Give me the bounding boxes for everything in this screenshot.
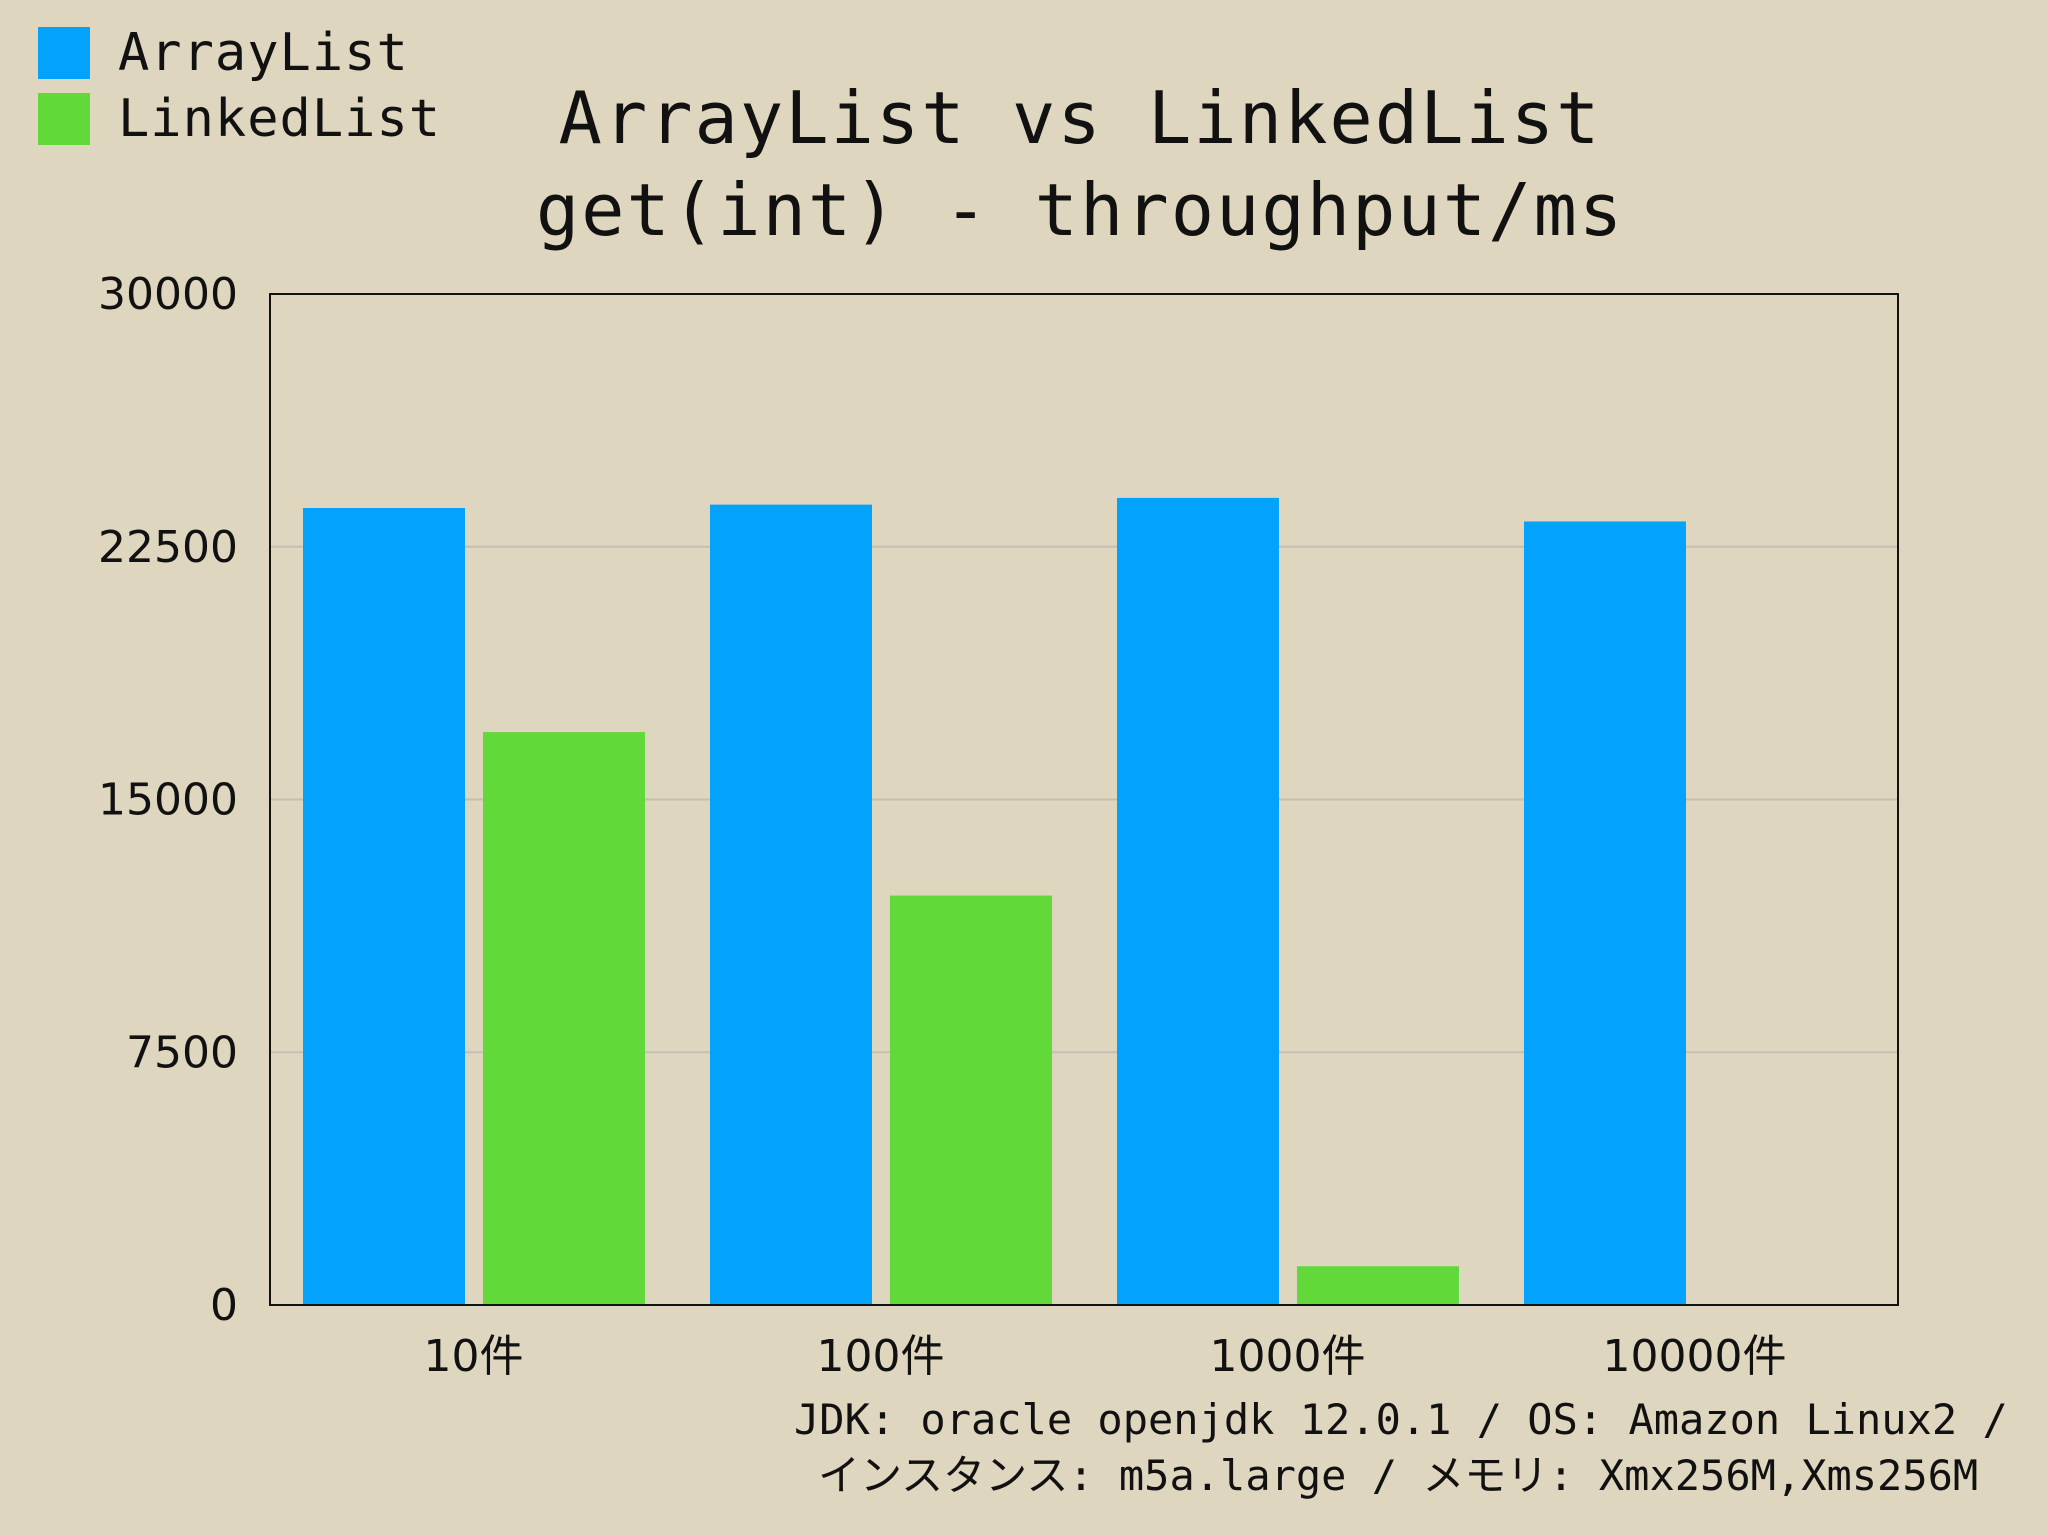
chart-title-line1: ArrayList vs LinkedList <box>558 76 1602 160</box>
bars <box>303 497 1686 1305</box>
legend-swatch-arraylist <box>38 27 90 79</box>
bar-arraylist-0 <box>303 507 465 1305</box>
x-axis-ticks: 10件 100件 1000件 10000件 <box>424 1331 1787 1382</box>
y-tick-label: 7500 <box>126 1027 238 1078</box>
y-tick-label: 30000 <box>98 269 238 320</box>
plot-frame <box>269 293 1899 1306</box>
x-tick-label: 1000件 <box>1210 1331 1366 1382</box>
legend: ArrayList LinkedList <box>38 20 441 152</box>
bar-linkedlist-0 <box>483 732 645 1305</box>
y-tick-label: 0 <box>210 1280 238 1331</box>
y-tick-label: 22500 <box>98 522 238 573</box>
legend-label-arraylist: ArrayList <box>118 23 409 83</box>
y-tick-label: 15000 <box>98 775 238 826</box>
bar-arraylist-2 <box>1117 497 1279 1305</box>
x-tick-label: 10000件 <box>1603 1331 1787 1382</box>
legend-item-arraylist: ArrayList <box>38 20 441 86</box>
bar-linkedlist-1 <box>890 895 1052 1305</box>
bar-linkedlist-2 <box>1297 1266 1459 1305</box>
chart-title-line2: get(int) - throughput/ms <box>535 168 1625 252</box>
bar-arraylist-3 <box>1524 521 1686 1305</box>
bar-arraylist-1 <box>710 504 872 1305</box>
footnote-line2: インスタンス: m5a.large / メモリ: Xmx256M,Xms256M <box>818 1451 1979 1500</box>
legend-swatch-linkedlist <box>38 93 90 145</box>
footnote-line1: JDK: oracle openjdk 12.0.1 / OS: Amazon … <box>794 1395 2008 1444</box>
y-axis-ticks: 0 7500 15000 22500 30000 <box>98 269 238 1331</box>
x-tick-label: 100件 <box>817 1331 945 1382</box>
legend-label-linkedlist: LinkedList <box>118 89 442 149</box>
x-tick-label: 10件 <box>424 1331 524 1382</box>
legend-item-linkedlist: LinkedList <box>38 86 441 152</box>
